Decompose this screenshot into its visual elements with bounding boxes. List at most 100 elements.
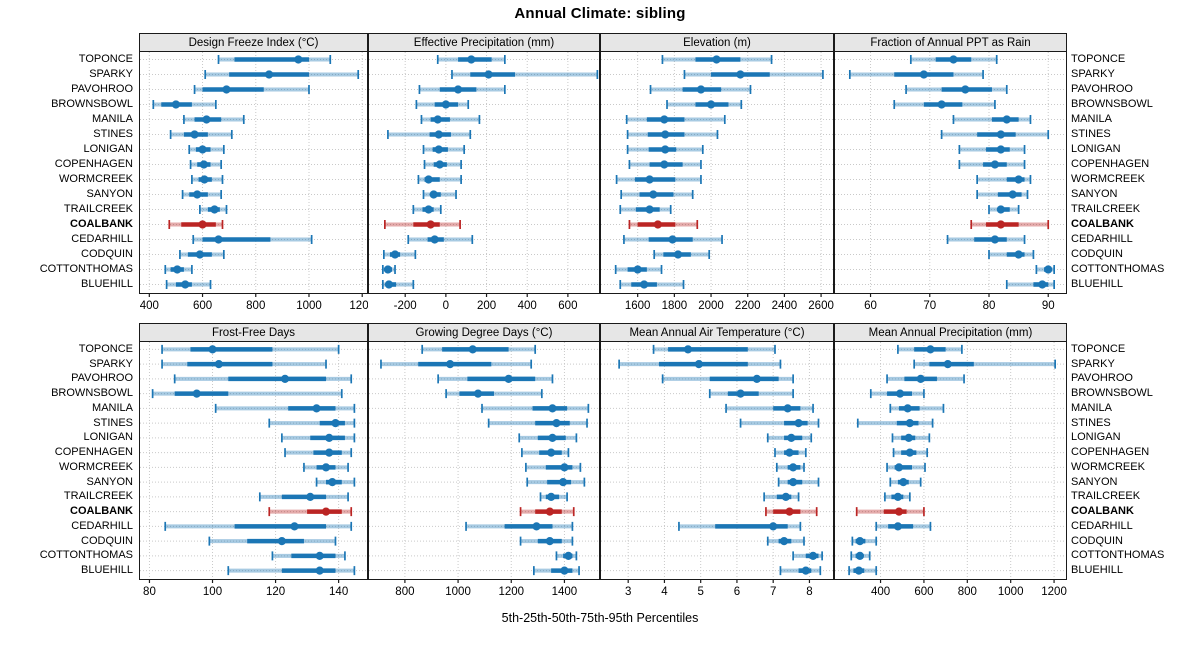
axis-tick-label: 2600 <box>808 300 834 312</box>
station-label-left-sparky: SPARKY <box>89 68 133 80</box>
percentile-row-manila <box>420 115 481 124</box>
station-label-left-copenhagen: COPENHAGEN <box>54 158 133 170</box>
station-label-right-sparky: SPARKY <box>1071 68 1115 80</box>
panel-strip-title: Frost-Free Days <box>140 324 367 342</box>
panel-plot-area <box>835 342 1066 578</box>
percentile-row-wormcreek <box>775 462 805 472</box>
station-label-right-copenhagen: COPENHAGEN <box>1071 446 1150 459</box>
station-label-left-trailcreek: TRAILCREEK <box>63 203 133 215</box>
x-axis-growing-degree-days-c: 800 1000 1200 1400 <box>368 579 600 599</box>
axis-tick-label: 0 <box>443 300 449 312</box>
percentile-row-coalbank <box>168 220 224 229</box>
axis-tick-label: 90 <box>1042 300 1055 312</box>
percentile-row-codquin <box>208 536 337 546</box>
percentile-row-trailcreek <box>539 492 568 502</box>
percentile-row-brownsbowl <box>445 389 543 399</box>
percentile-row-lonigan <box>958 145 1026 154</box>
station-label-left-manila: MANILA <box>92 401 133 414</box>
percentile-row-cedarhill <box>678 521 802 531</box>
percentile-row-bluehill <box>619 280 685 289</box>
station-label-left-codquin: CODQUIN <box>81 534 133 547</box>
x-axis-svg: 60 70 80 90 <box>864 293 1055 312</box>
axis-tick-label: 1000 <box>296 300 322 312</box>
percentile-row-brownsbowl <box>708 389 794 399</box>
percentile-row-copenhagen <box>284 448 353 458</box>
station-label-right-lonigan: LONIGAN <box>1071 143 1121 155</box>
percentile-row-lonigan <box>626 145 704 154</box>
station-label-right-trailcreek: TRAILCREEK <box>1071 203 1141 215</box>
station-label-right-brownsbowl: BROWNSBOWL <box>1071 387 1153 400</box>
station-label-left-cedarhill: CEDARHILL <box>71 233 133 245</box>
panel-plot-area <box>369 52 599 292</box>
percentile-row-sanyon <box>526 477 586 487</box>
percentile-row-brownsbowl <box>893 100 996 109</box>
station-label-right-codquin: CODQUIN <box>1071 534 1123 547</box>
station-label-right-copenhagen: COPENHAGEN <box>1071 158 1150 170</box>
axis-tick-label: 140 <box>329 586 348 598</box>
percentile-row-bluehill <box>848 566 878 576</box>
panel-strip-title: Growing Degree Days (°C) <box>369 324 599 342</box>
axis-tick-label: 7 <box>770 586 776 598</box>
figure-title: Annual Climate: sibling <box>514 5 686 22</box>
percentile-row-manila <box>214 403 356 413</box>
percentile-row-bluehill <box>381 280 415 289</box>
station-label-left-coalbank: COALBANK <box>70 218 133 230</box>
percentile-row-wormcreek <box>615 175 702 184</box>
panel-strip-title: Elevation (m) <box>601 34 833 52</box>
station-label-left-manila: MANILA <box>92 113 133 125</box>
percentile-row-trailcreek <box>988 205 1020 214</box>
axis-tick-label: 800 <box>395 586 414 598</box>
station-label-left-toponce: TOPONCE <box>78 342 133 355</box>
percentile-row-trailcreek <box>619 205 672 214</box>
x-axis-frost-free-days: 80 100 120 140 <box>139 579 368 599</box>
panel-growing-degree-days-c: Growing Degree Days (°C) <box>368 323 600 580</box>
station-label-left-stines: STINES <box>93 416 133 429</box>
percentile-row-coalbank <box>628 220 699 229</box>
percentile-row-pavohroo <box>886 374 965 384</box>
station-label-left-codquin: CODQUIN <box>81 248 133 260</box>
station-label-right-codquin: CODQUIN <box>1071 248 1123 260</box>
axis-tick-label: 1200 <box>349 300 368 312</box>
percentile-row-toponce <box>421 344 537 354</box>
percentile-row-cottonthomas <box>792 551 823 561</box>
percentile-row-codquin <box>519 536 574 546</box>
panel-plot-area <box>369 342 599 578</box>
station-label-right-lonigan: LONIGAN <box>1071 431 1121 444</box>
panel-mean-annual-precipitation-mm: Mean Annual Precipitation (mm) <box>834 323 1067 580</box>
axis-tick-label: 2000 <box>698 300 724 312</box>
axis-tick-label: 3 <box>625 586 631 598</box>
x-axis-svg: 80 100 120 140 <box>143 579 348 598</box>
axis-tick-label: 70 <box>923 300 936 312</box>
axis-tick-label: 100 <box>203 586 222 598</box>
percentile-row-wormcreek <box>303 462 349 472</box>
percentile-row-coalbank <box>765 507 818 517</box>
percentile-row-cottonthomas <box>614 265 663 274</box>
percentile-row-bluehill <box>227 566 356 576</box>
axis-tick-label: 1600 <box>625 300 651 312</box>
x-axis-effective-precipitation-mm: -200 0 200 400 600 <box>368 293 600 313</box>
percentile-row-lonigan <box>188 145 225 154</box>
station-label-right-coalbank: COALBANK <box>1071 505 1134 518</box>
percentile-row-manila <box>481 403 590 413</box>
percentile-row-brownsbowl <box>152 100 217 109</box>
station-label-right-stines: STINES <box>1071 416 1111 429</box>
percentile-row-cottonthomas <box>1035 265 1056 274</box>
station-label-left-sparky: SPARKY <box>89 357 133 370</box>
percentile-row-sparky <box>161 359 327 369</box>
station-label-right-trailcreek: TRAILCREEK <box>1071 490 1141 503</box>
axis-tick-label: 600 <box>193 300 212 312</box>
percentile-row-sparky <box>618 359 782 369</box>
panel-strip-title: Mean Annual Air Temperature (°C) <box>601 324 833 342</box>
percentile-row-toponce <box>661 55 773 64</box>
percentile-row-copenhagen <box>892 448 929 458</box>
station-label-right-bluehill: BLUEHILL <box>1071 278 1123 290</box>
percentile-row-bluehill <box>1005 280 1056 289</box>
percentile-row-copenhagen <box>958 160 1026 169</box>
station-label-left-brownsbowl: BROWNSBOWL <box>51 98 133 110</box>
panel-plot-area <box>140 52 367 292</box>
station-label-right-cottonthomas: COTTONTHOMAS <box>1071 263 1165 275</box>
percentile-row-wormcreek <box>886 462 926 472</box>
percentile-row-cedarhill <box>192 235 313 244</box>
percentile-row-pavohroo <box>661 374 794 384</box>
